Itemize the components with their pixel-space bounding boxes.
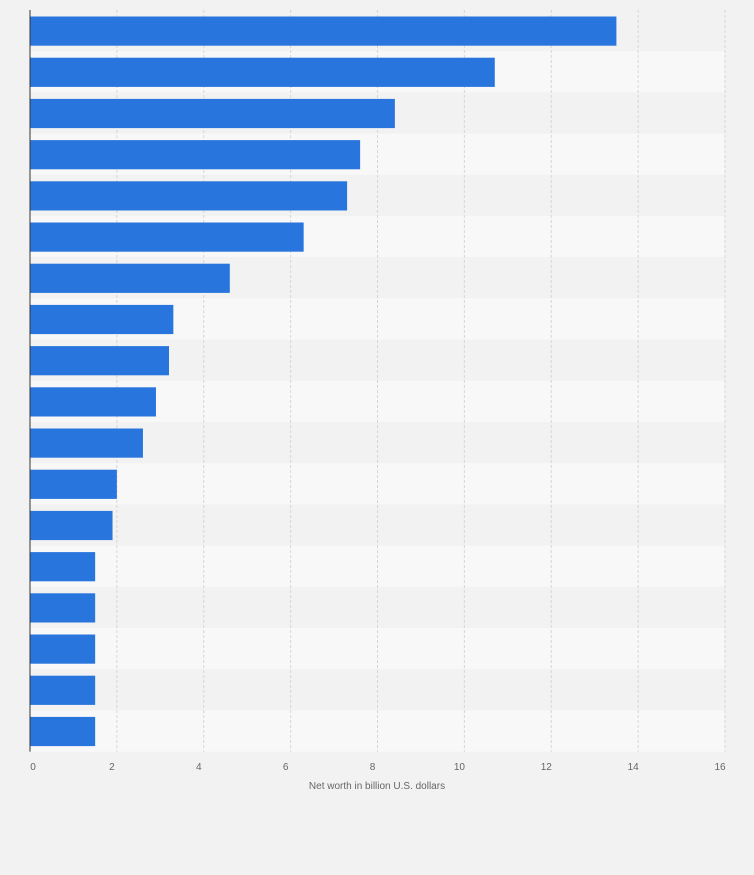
gridlines [116, 10, 726, 752]
bar[interactable] [30, 593, 96, 623]
bar[interactable] [30, 469, 117, 499]
x-tick-label: 8 [370, 762, 376, 773]
bar[interactable] [30, 346, 169, 376]
x-axis-title: Net worth in billion U.S. dollars [309, 781, 445, 792]
bar[interactable] [30, 634, 96, 664]
bar[interactable] [30, 387, 156, 417]
x-tick-label: 14 [628, 762, 640, 773]
x-tick-label: 4 [196, 762, 202, 773]
row-band [30, 628, 725, 670]
bar[interactable] [30, 16, 617, 46]
x-tick-label: 16 [714, 762, 726, 773]
bar[interactable] [30, 263, 230, 293]
bar[interactable] [30, 181, 348, 211]
bar[interactable] [30, 140, 361, 170]
x-tick-label: 10 [454, 762, 466, 773]
x-tick-label: 12 [541, 762, 553, 773]
row-band [30, 463, 725, 505]
bars [30, 16, 617, 747]
bar[interactable] [30, 716, 96, 747]
bar[interactable] [30, 552, 96, 582]
x-axis-ticks: 0 2 4 6 8 10 12 14 16 [30, 762, 726, 773]
bar[interactable] [30, 428, 143, 458]
bar[interactable] [30, 304, 174, 335]
bar[interactable] [30, 675, 96, 705]
bar[interactable] [30, 510, 113, 541]
bar[interactable] [30, 98, 395, 129]
x-tick-label: 6 [283, 762, 289, 773]
bar[interactable] [30, 222, 304, 252]
x-tick-label: 2 [109, 762, 115, 773]
x-tick-label: 0 [30, 762, 36, 773]
bar[interactable] [30, 57, 495, 87]
